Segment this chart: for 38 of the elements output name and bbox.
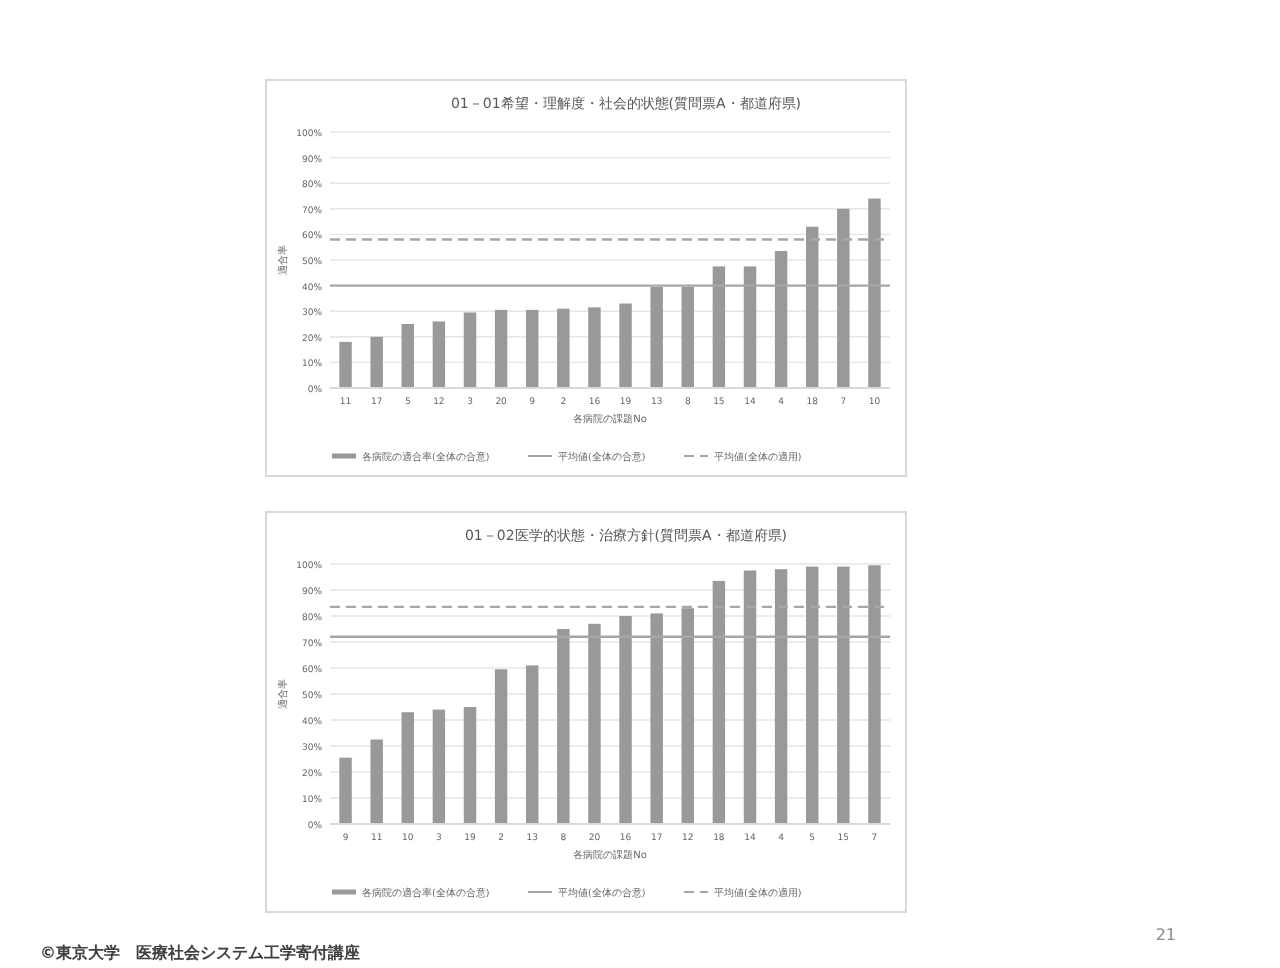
bar [463, 707, 477, 824]
bar [743, 266, 757, 388]
text: ©東京大学 医療社会システム工学寄付講座 [40, 942, 360, 962]
bar [370, 739, 383, 824]
bar [619, 616, 632, 824]
bar [463, 312, 477, 388]
text: 21 [1155, 926, 1176, 944]
bar [494, 309, 508, 388]
bar [526, 665, 539, 824]
bar [588, 623, 601, 824]
bar [370, 336, 383, 388]
bar [774, 251, 788, 388]
bar [557, 629, 570, 824]
bar [712, 266, 726, 388]
bar [712, 580, 726, 824]
bar [526, 309, 539, 388]
bar [774, 569, 788, 824]
bar [494, 669, 508, 824]
bar [743, 570, 757, 824]
bar [401, 324, 414, 388]
bar [681, 608, 694, 824]
bar [837, 566, 850, 824]
bar [557, 308, 570, 388]
bar [806, 566, 819, 824]
bar [401, 712, 414, 824]
bar [868, 198, 881, 388]
bar [588, 307, 601, 388]
bar [619, 303, 632, 388]
bar [339, 341, 352, 388]
bar [432, 321, 446, 388]
bar [650, 286, 663, 388]
bar [339, 757, 352, 824]
bar [868, 565, 881, 824]
bar [806, 226, 819, 388]
bar [432, 709, 446, 824]
bar [650, 613, 663, 824]
bar [837, 208, 850, 388]
bar [681, 286, 694, 388]
